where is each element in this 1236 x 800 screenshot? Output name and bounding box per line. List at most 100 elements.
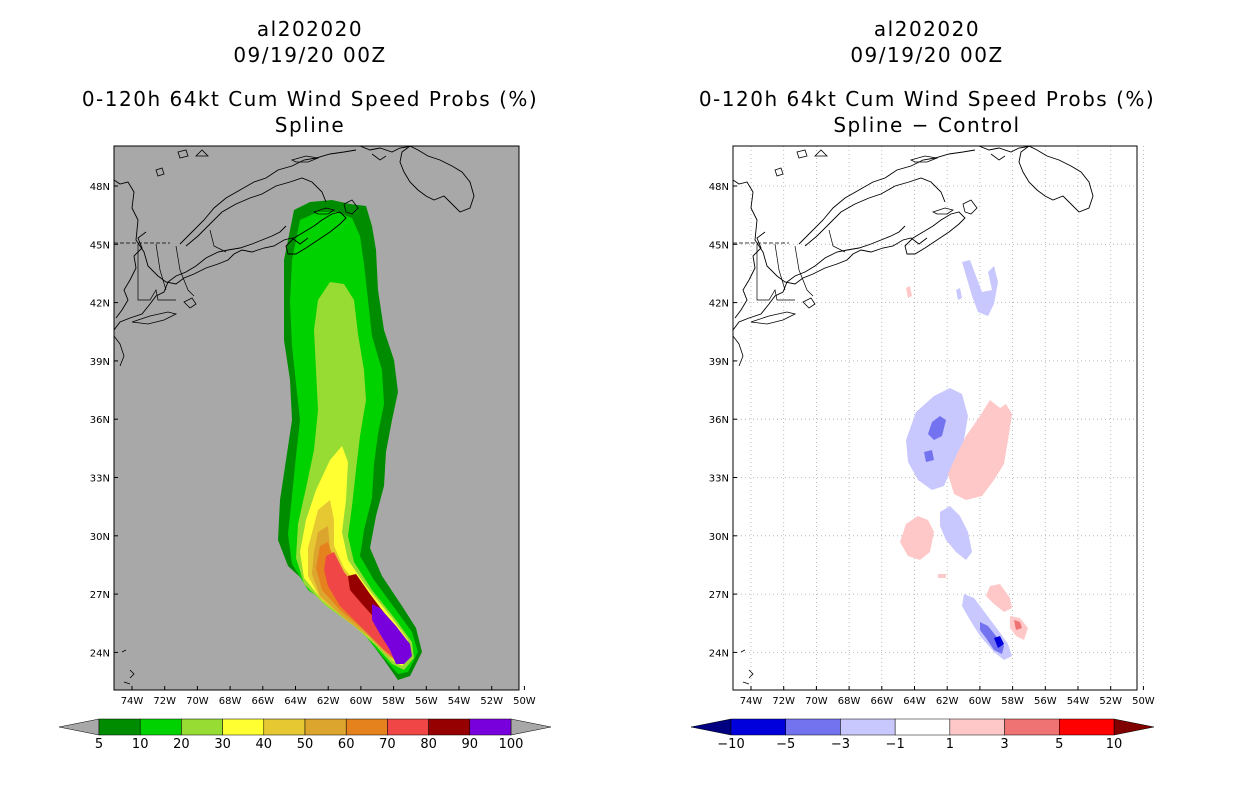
colorbar-swatch <box>263 718 306 736</box>
lat-label: 39N <box>90 357 110 368</box>
lon-label: 52W <box>1099 696 1122 707</box>
right-subtitle: Spline − Control <box>833 113 1021 137</box>
diff-neg5 <box>994 636 1004 648</box>
lat-label: 30N <box>90 532 110 543</box>
lat-label: 33N <box>709 474 729 485</box>
right-difference-contours <box>900 260 1028 660</box>
lat-label: 42N <box>709 299 729 310</box>
right-storm-id: al202020 <box>873 17 981 41</box>
lon-label: 58W <box>1001 696 1024 707</box>
lon-label: 54W <box>448 696 471 707</box>
lat-label: 42N <box>90 299 110 310</box>
lon-label: 68W <box>219 696 242 707</box>
left-colorbar: 5 10 20 30 40 50 60 70 80 90 100 <box>58 718 552 752</box>
right-lon-labels: 74W 72W 70W 68W 66W 64W 62W 60W 58W 56W 54W 52W 50W <box>740 686 1155 707</box>
lat-label: 36N <box>709 415 729 426</box>
lon-label: 62W <box>317 696 340 707</box>
lat-label: 39N <box>709 357 729 368</box>
colorbar-label: 10 <box>132 737 149 752</box>
left-lon-labels: 74W 72W 70W 68W 66W 64W 62W 60W 58W 56W 54W 52W 50W <box>121 686 536 707</box>
lat-label: 48N <box>90 182 110 193</box>
colorbar-label: 100 <box>499 737 524 752</box>
colorbar-end-left <box>690 718 732 736</box>
colorbar-swatch <box>840 718 896 736</box>
left-title: al202020 09/19/20 00Z 0-120h 64kt Cum Wi… <box>60 16 560 138</box>
colorbar-label: 80 <box>420 737 437 752</box>
colorbar-label: 1 <box>946 737 954 752</box>
lon-label: 60W <box>350 696 373 707</box>
lon-label: 68W <box>838 696 861 707</box>
contour-100 <box>372 604 412 664</box>
colorbar-swatch <box>98 718 141 736</box>
left-map <box>113 145 520 691</box>
diff-pos1-b <box>900 516 934 560</box>
colorbar-label: 40 <box>256 737 273 752</box>
lon-label: 70W <box>186 696 209 707</box>
diff-neg1-small <box>956 288 962 300</box>
diff-pos1-c <box>986 584 1012 612</box>
colorbar-label: −10 <box>717 737 744 752</box>
colorbar-label: 20 <box>173 737 190 752</box>
colorbar-swatch <box>730 718 786 736</box>
colorbar-end-right <box>1113 718 1155 736</box>
lon-label: 74W <box>121 696 144 707</box>
lon-label: 66W <box>251 696 274 707</box>
lon-label: 64W <box>903 696 926 707</box>
left-probability-contours <box>278 200 422 680</box>
lon-label: 50W <box>513 696 536 707</box>
left-datetime: 09/19/20 00Z <box>233 43 387 67</box>
left-map-frame <box>113 145 520 691</box>
colorbar-swatch <box>181 718 223 736</box>
right-datetime: 09/19/20 00Z <box>850 43 1004 67</box>
lon-label: 52W <box>480 696 503 707</box>
lon-label: 56W <box>1034 696 1057 707</box>
colorbar-swatch <box>387 718 429 736</box>
colorbar-label: 30 <box>214 737 231 752</box>
left-subtitle: Spline <box>274 113 346 137</box>
lat-label: 24N <box>90 648 110 659</box>
lon-label: 62W <box>936 696 959 707</box>
lat-label: 24N <box>709 648 729 659</box>
right-lat-labels: 48N 45N 42N 39N 36N 33N 30N 27N 24N <box>709 182 737 659</box>
left-lat-labels: 48N 45N 42N 39N 36N 33N 30N 27N 24N <box>90 182 118 659</box>
colorbar-label: −5 <box>776 737 795 752</box>
lat-label: 33N <box>90 474 110 485</box>
diff-pos1-a <box>948 400 1012 500</box>
lon-label: 56W <box>415 696 438 707</box>
left-storm-id: al202020 <box>256 17 364 41</box>
lon-label: 66W <box>870 696 893 707</box>
colorbar-label: 5 <box>95 737 103 752</box>
lat-label: 45N <box>90 240 110 251</box>
colorbar-swatch <box>949 718 1005 736</box>
diff-neg1-lower <box>940 506 972 560</box>
colorbar-swatch <box>222 718 265 736</box>
diff-neg3-b <box>924 450 934 462</box>
colorbar-end-right <box>510 718 552 736</box>
colorbar-label: −1 <box>886 737 905 752</box>
colorbar-swatch <box>345 718 388 736</box>
right-colorbar: −10 −5 −3 −1 1 3 5 10 <box>690 718 1155 752</box>
colorbar-swatch <box>785 718 841 736</box>
colorbar-swatch <box>894 718 951 736</box>
right-map <box>732 145 1144 691</box>
colorbar-swatch <box>469 718 512 736</box>
lat-label: 48N <box>709 182 729 193</box>
colorbar-end-left <box>58 718 100 736</box>
left-product: 0-120h 64kt Cum Wind Speed Probs (%) <box>81 87 539 111</box>
lat-label: 30N <box>709 532 729 543</box>
colorbar-swatch <box>139 718 182 736</box>
lon-label: 72W <box>153 696 176 707</box>
lat-label: 27N <box>709 590 729 601</box>
diff-pos3 <box>1014 620 1022 630</box>
lon-label: 64W <box>284 696 307 707</box>
colorbar-swatch <box>428 718 471 736</box>
lat-label: 45N <box>709 240 729 251</box>
colorbar-swatch <box>1059 718 1115 736</box>
lon-label: 60W <box>969 696 992 707</box>
colorbar-swatch <box>1004 718 1060 736</box>
colorbar-label: 3 <box>1000 737 1008 752</box>
lon-label: 70W <box>805 696 828 707</box>
colorbar-label: 5 <box>1055 737 1063 752</box>
lon-label: 74W <box>740 696 763 707</box>
